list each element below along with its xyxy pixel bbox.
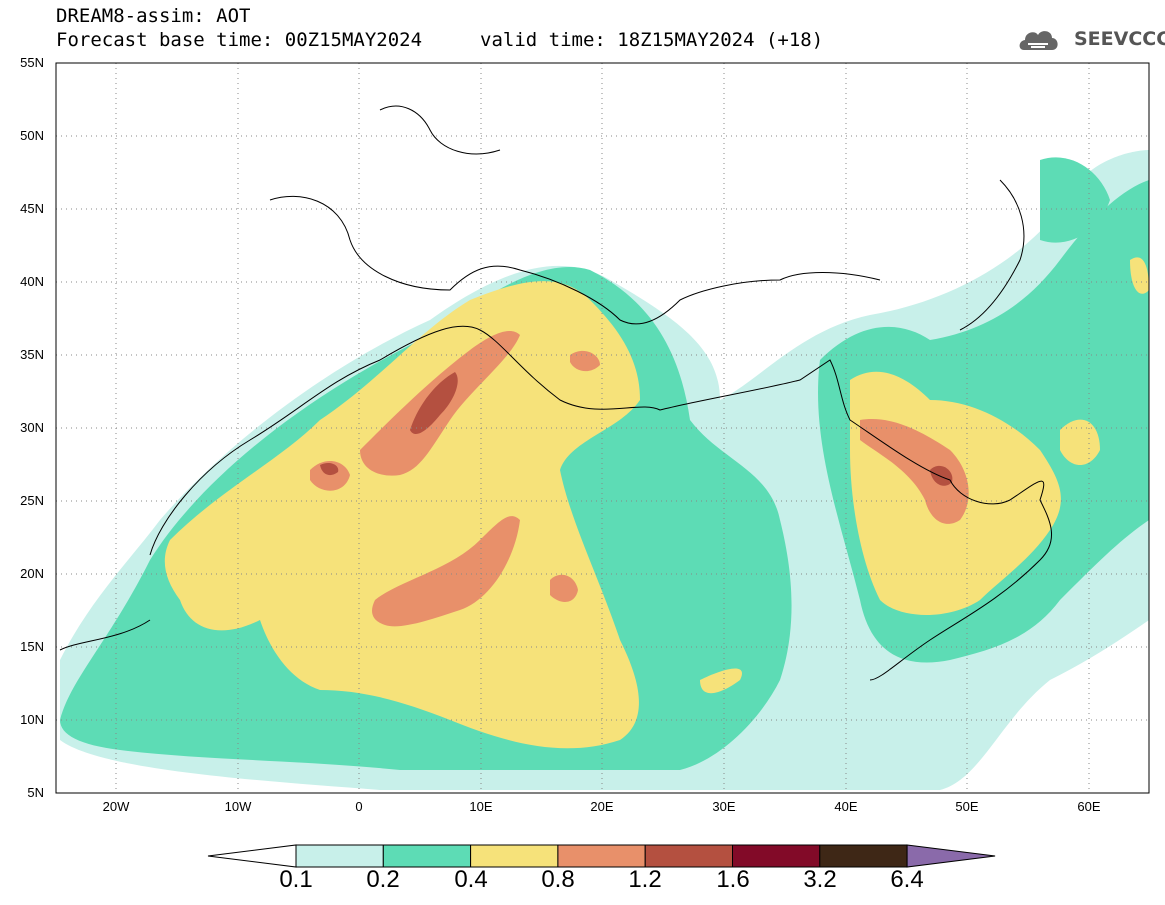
- valid-time: valid time: 18Z15MAY2024 (+18): [480, 29, 824, 51]
- lon-label: 10W: [224, 799, 252, 814]
- lat-label: 40N: [20, 274, 44, 289]
- forecast-base-time: Forecast base time: 00Z15MAY2024: [56, 29, 423, 51]
- lon-label: 30E: [712, 799, 736, 814]
- lon-label: 50E: [955, 799, 979, 814]
- chart-title: DREAM8-assim: AOT: [56, 5, 251, 27]
- lat-label: 55N: [20, 55, 44, 70]
- colorbar-label: 1.6: [716, 866, 750, 893]
- grid-lines: [56, 63, 1149, 793]
- lat-label: 5N: [27, 785, 44, 800]
- logo-text: SEEVCCC: [1074, 28, 1165, 50]
- colorbar-label: 3.2: [803, 866, 837, 893]
- lon-label: 0: [355, 799, 363, 814]
- colorbar-label: 0.2: [366, 866, 400, 893]
- lat-label: 25N: [20, 493, 44, 508]
- colorbar-label: 0.8: [541, 866, 575, 893]
- colorbar-label: 0.4: [454, 866, 488, 893]
- lat-label: 15N: [20, 639, 44, 654]
- lat-label: 35N: [20, 347, 44, 362]
- colorbar-label: 1.2: [628, 866, 662, 893]
- cloud-logo-icon: [1019, 31, 1058, 50]
- lon-label: 10E: [469, 799, 493, 814]
- colorbar-label: 0.1: [279, 866, 313, 893]
- colorbar-label: 6.4: [890, 866, 924, 893]
- lat-label: 10N: [20, 712, 44, 727]
- lon-label: 20W: [102, 799, 130, 814]
- lat-label: 20N: [20, 566, 44, 581]
- lon-label: 20E: [590, 799, 614, 814]
- lat-label: 30N: [20, 420, 44, 435]
- lon-label: 40E: [834, 799, 858, 814]
- plot-frame: [55, 62, 1150, 794]
- lon-label: 60E: [1077, 799, 1101, 814]
- aot-band-1.2: [320, 372, 953, 486]
- coastlines: [59, 105, 1053, 681]
- lat-label: 50N: [20, 128, 44, 143]
- lat-label: 45N: [20, 201, 44, 216]
